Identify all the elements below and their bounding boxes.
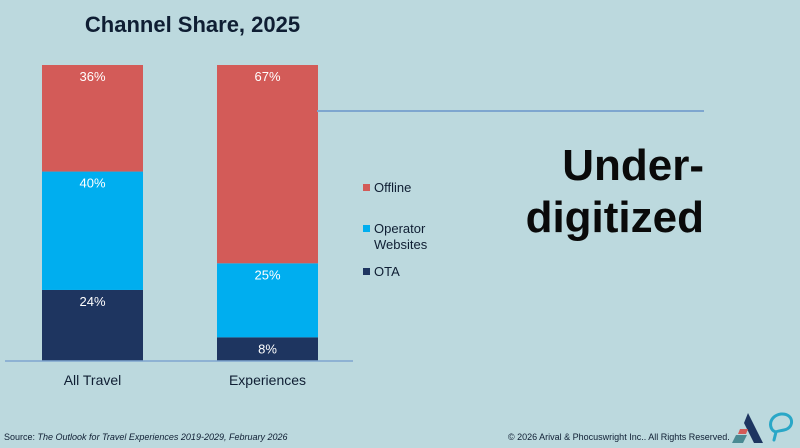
source-prefix: Source: — [4, 432, 38, 442]
callout-line2: digitized — [525, 193, 704, 242]
source-note: Source: The Outlook for Travel Experienc… — [4, 432, 288, 442]
legend-label-operator-line2: Websites — [374, 237, 428, 252]
source-title: The Outlook for Travel Experiences 2019-… — [37, 432, 288, 442]
legend-swatch-offline — [363, 184, 370, 191]
legend-label-offline: Offline — [374, 180, 412, 195]
data-label: 24% — [79, 294, 105, 309]
legend-swatch-operator-websites — [363, 225, 370, 232]
bar-ota-experiences — [217, 337, 318, 361]
legend-item-offline: Offline — [363, 180, 411, 195]
callout-line1: Under- — [562, 141, 704, 190]
legend-item-ota: OTA — [363, 264, 400, 279]
data-label: 67% — [254, 69, 280, 84]
data-label: 8% — [258, 341, 277, 356]
legend-label-ota: OTA — [374, 264, 400, 279]
legend-item-operator-websites: Operator Websites — [363, 221, 427, 253]
phocuswright-logo-icon — [769, 412, 793, 442]
data-label: 25% — [254, 267, 280, 282]
bar-operator-websites-experiences — [217, 263, 318, 338]
chart-title: Channel Share, 2025 — [84, 12, 301, 37]
arival-logo-icon — [732, 413, 763, 443]
data-label: 40% — [79, 176, 105, 191]
bar-ota-all-travel — [42, 289, 143, 361]
bar-operator-websites-all-travel — [42, 171, 143, 290]
callout-text: Under- digitized — [526, 140, 704, 244]
copyright: © 2026 Arival & Phocuswright Inc.. All R… — [508, 432, 730, 442]
bar-offline-experiences — [217, 65, 318, 264]
bar-offline-all-travel — [42, 65, 143, 172]
legend-label-operator-line1: Operator — [374, 221, 426, 236]
legend-swatch-ota — [363, 268, 370, 275]
category-label: Experiences — [229, 372, 306, 388]
data-label: 36% — [79, 69, 105, 84]
category-label: All Travel — [64, 372, 122, 388]
